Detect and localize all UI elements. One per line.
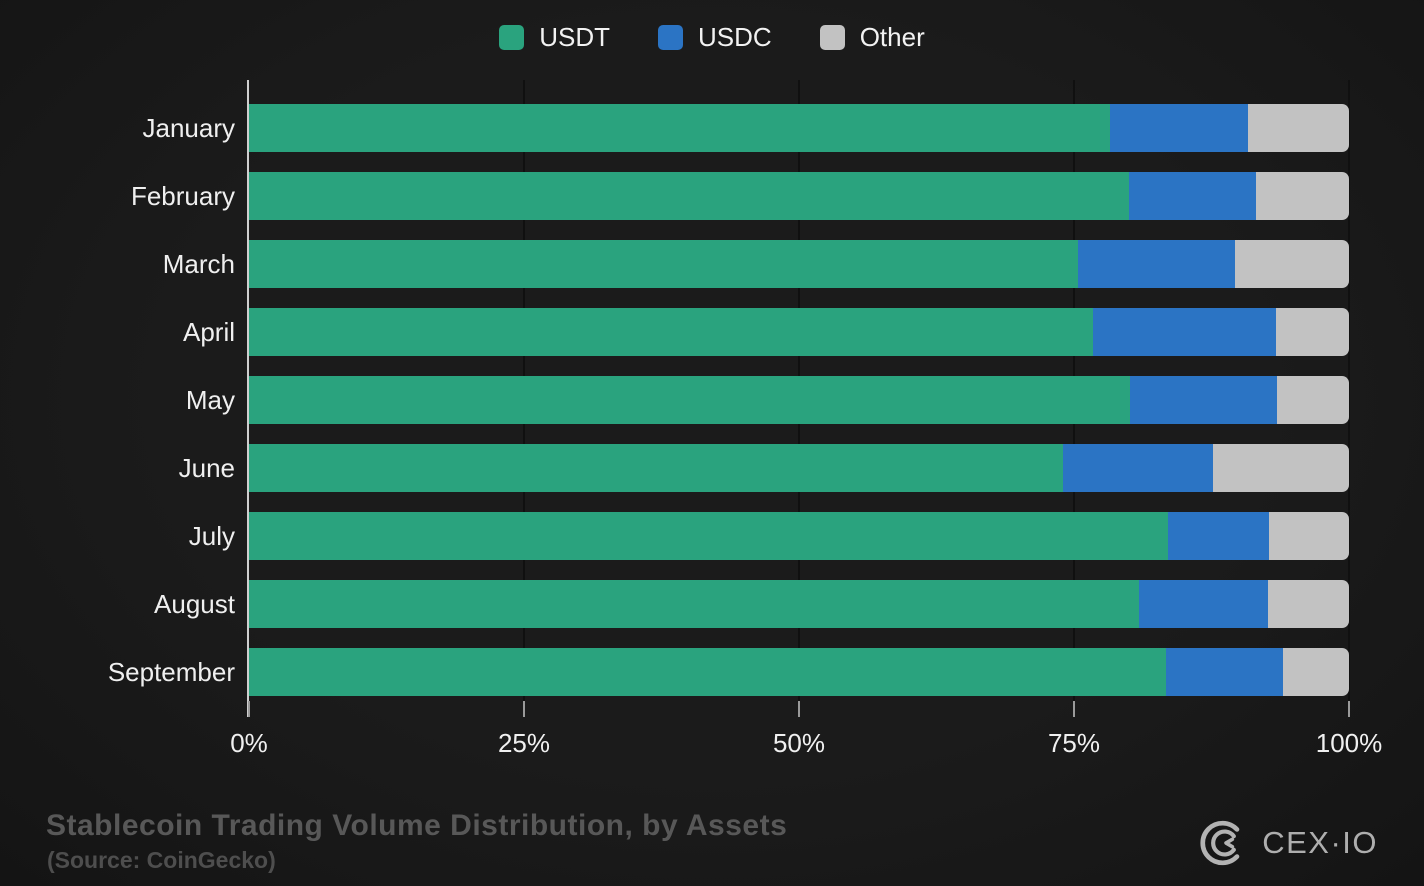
brand-wordmark: CEX·IO [1262,825,1378,860]
bar-row-january [249,104,1349,152]
y-axis-label-july: July [188,521,235,551]
y-axis-label-august: August [154,589,235,619]
legend-item-other: Other [819,22,925,53]
bar-segment-usdc-march [1078,240,1235,288]
bar-segment-usdt-january [249,104,1111,152]
bar-segment-usdc-september [1166,648,1283,696]
chart-title: Stablecoin Trading Volume Distribution, … [46,809,788,842]
bar-segment-other-september [1282,648,1349,696]
bar-segment-usdc-january [1110,104,1248,152]
cexio-logo-icon [1200,820,1240,866]
bar-row-september [249,648,1349,696]
bar-row-july [249,512,1349,560]
other-swatch-icon [819,25,845,50]
x-tick-100 [1348,701,1350,717]
bar-segment-usdt-september [249,648,1167,696]
y-axis-label-june: June [178,453,235,483]
legend-label-usdt: USDT [539,22,611,52]
y-axis-label-september: September [107,657,235,687]
bar-row-june [249,444,1349,492]
bar-segment-usdt-february [249,172,1129,220]
bar-segment-other-march [1234,240,1349,288]
bar-row-april [249,308,1349,356]
x-tick-25 [523,701,525,717]
bar-segment-usdc-august [1138,580,1268,628]
usdt-swatch-icon [499,25,525,50]
gridline-100 [1348,80,1350,701]
y-axis-label-april: April [182,317,235,347]
bar-segment-other-may [1277,376,1349,424]
legend-label-usdc: USDC [698,22,772,52]
plot-area [249,80,1349,701]
bar-segment-other-august [1267,580,1349,628]
bar-segment-usdt-march [249,240,1079,288]
x-tick-label-50: 50% [772,728,826,758]
bar-segment-other-april [1276,308,1349,356]
y-axis-label-february: February [130,181,235,211]
x-tick-75 [1073,701,1075,717]
bar-segment-usdt-may [249,376,1131,424]
y-axis-label-may: May [185,385,235,415]
bar-row-february [249,172,1349,220]
legend-item-usdt: USDT [499,22,610,53]
legend-item-usdc: USDC [658,22,772,53]
bar-segment-usdc-july [1167,512,1269,560]
bar-segment-other-july [1268,512,1349,560]
bar-segment-other-june [1212,444,1349,492]
brand-logo: CEX·IO [1200,818,1378,868]
bar-segment-usdc-may [1130,376,1278,424]
bar-segment-usdc-april [1092,308,1277,356]
bar-segment-other-january [1247,104,1349,152]
x-tick-50 [798,701,800,717]
bar-segment-usdt-june [249,444,1063,492]
bar-segment-usdt-august [249,580,1139,628]
x-tick-label-0: 0% [230,728,268,758]
chart-source: (Source: CoinGecko) [47,847,276,873]
bar-segment-usdc-february [1129,172,1256,220]
bar-segment-usdt-april [249,308,1093,356]
x-tick-label-100: 100% [1315,728,1383,758]
bar-row-may [249,376,1349,424]
legend-label-other: Other [859,22,925,52]
x-tick-label-75: 75% [1047,728,1101,758]
bar-segment-usdc-june [1063,444,1213,492]
y-axis-label-january: January [142,113,236,143]
usdc-swatch-icon [658,25,684,50]
bar-row-august [249,580,1349,628]
bar-segment-usdt-july [249,512,1168,560]
bar-segment-other-february [1255,172,1349,220]
y-axis-line [247,80,249,717]
x-tick-label-25: 25% [497,728,551,758]
legend: USDT USDC Other [0,22,1424,53]
x-tick-0 [248,701,250,717]
y-axis-label-march: March [162,249,235,279]
bar-row-march [249,240,1349,288]
